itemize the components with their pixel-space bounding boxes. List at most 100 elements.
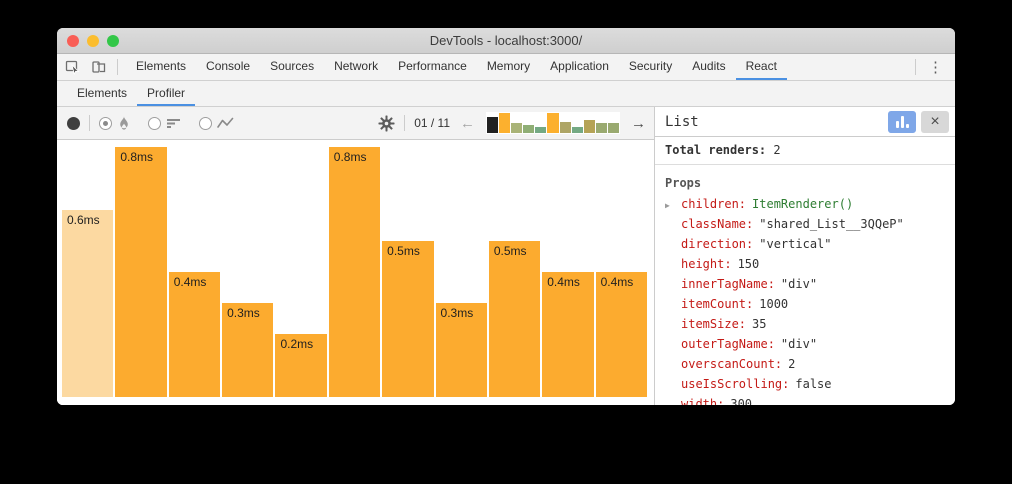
flame-icon [117, 115, 131, 131]
tab-console[interactable]: Console [206, 59, 251, 73]
settings-gear-icon[interactable] [378, 115, 395, 132]
interactions-radio[interactable] [199, 116, 212, 130]
minimap-snapshot-bar[interactable] [571, 127, 583, 133]
close-icon: × [930, 112, 940, 130]
view-mode-interactions[interactable] [199, 116, 234, 130]
commit-bar[interactable]: 0.4ms [168, 272, 221, 397]
minimap-snapshot-bar[interactable] [535, 127, 547, 133]
prop-value: 2 [788, 357, 796, 371]
close-window-button[interactable] [67, 34, 79, 47]
prop-key: className: [681, 217, 754, 231]
react-panel-tabbar: Elements Profiler [57, 81, 955, 107]
close-details-button[interactable]: × [921, 110, 949, 133]
toolbar-divider [117, 59, 118, 75]
devtools-tabs: Elements Console Sources Network Performance… [126, 54, 907, 80]
toolbar-divider [915, 59, 916, 75]
prop-value: "div" [780, 337, 818, 351]
expand-caret-icon[interactable]: ▶ [665, 201, 670, 210]
details-panel-header: List × [655, 107, 955, 137]
flamegraph-radio[interactable] [99, 116, 112, 130]
total-renders-value: 2 [766, 143, 781, 157]
prop-key: itemSize: [681, 317, 747, 331]
prop-row: outerTagName: "div" [665, 337, 945, 357]
tab-react[interactable]: React [735, 54, 787, 80]
prop-value: "div" [780, 277, 818, 291]
minimap-snapshot-bar[interactable] [559, 122, 571, 133]
snapshot-selector-minimap[interactable] [486, 112, 620, 134]
bar-duration-label: 0.4ms [600, 275, 634, 289]
prop-value: 35 [752, 317, 767, 331]
prop-row: overscanCount: 2 [665, 357, 945, 377]
tab-memory[interactable]: Memory [486, 59, 531, 73]
commit-bar[interactable]: 0.5ms [382, 241, 434, 397]
commit-bar[interactable]: 0.4ms [595, 272, 647, 397]
minimap-snapshot-bar[interactable] [607, 123, 620, 133]
tab-application[interactable]: Application [550, 59, 609, 73]
view-render-chart-button[interactable] [888, 110, 916, 133]
prop-value: "shared_List__3QQeP" [759, 217, 904, 231]
prop-row: innerTagName: "div" [665, 277, 945, 297]
zoom-window-button[interactable] [107, 34, 119, 47]
next-snapshot-arrow-icon[interactable]: → [631, 114, 646, 132]
commit-bar[interactable]: 0.3ms [435, 303, 487, 397]
minimap-snapshot-bar[interactable] [499, 113, 511, 133]
window-title: DevTools - localhost:3000/ [429, 33, 583, 48]
bar-duration-label: 0.6ms [67, 213, 100, 227]
tab-security[interactable]: Security [628, 59, 673, 73]
view-mode-flamegraph[interactable] [99, 115, 131, 131]
tab-performance[interactable]: Performance [398, 59, 467, 73]
bar-duration-label: 0.8ms [120, 150, 154, 164]
prop-row: className: "shared_List__3QQeP" [665, 217, 945, 237]
ranked-radio[interactable] [148, 116, 161, 130]
prop-value: "vertical" [759, 237, 832, 251]
commit-bar[interactable]: 0.5ms [488, 241, 541, 397]
minimap-snapshot-bar[interactable] [583, 120, 595, 133]
prop-key: useIsScrolling: [681, 377, 790, 391]
commit-bar[interactable]: 0.6ms [62, 210, 114, 397]
bar-duration-label: 0.3ms [440, 306, 474, 320]
prop-value: false [795, 377, 832, 391]
more-options-icon[interactable]: ⋮ [928, 58, 943, 76]
minimap-snapshot-bar[interactable] [547, 113, 559, 133]
previous-snapshot-arrow-icon[interactable]: ← [460, 114, 475, 132]
bar-duration-label: 0.5ms [387, 244, 420, 258]
minimap-snapshot-bar[interactable] [523, 125, 535, 133]
component-details-panel: List × Total renders: 2 Props ▶ children:… [655, 107, 955, 405]
react-tab-profiler[interactable]: Profiler [137, 81, 196, 106]
props-section: Props ▶ children: ItemRenderer() className:… [655, 165, 955, 405]
commit-bar[interactable]: 0.8ms [115, 147, 167, 397]
minimap-snapshot-bar[interactable] [487, 117, 499, 133]
prop-key: direction: [681, 237, 754, 251]
commit-bar[interactable]: 0.4ms [542, 272, 594, 397]
minimap-snapshot-bar[interactable] [511, 123, 523, 133]
tab-elements[interactable]: Elements [136, 59, 187, 73]
react-tab-elements[interactable]: Elements [77, 85, 128, 100]
minimap-snapshot-bar[interactable] [595, 123, 607, 133]
prop-row[interactable]: ▶ children: ItemRenderer() [665, 197, 945, 217]
commit-bar[interactable]: 0.3ms [222, 303, 274, 397]
props-heading: Props [665, 176, 702, 190]
commit-bar[interactable]: 0.8ms [328, 147, 381, 397]
total-renders-row: Total renders: 2 [655, 137, 955, 165]
ranked-chart-icon [166, 117, 182, 129]
minimize-window-button[interactable] [87, 34, 99, 47]
toolbar-divider [89, 115, 90, 131]
prop-key: outerTagName: [681, 337, 775, 351]
tab-sources[interactable]: Sources [270, 59, 315, 73]
prop-key: itemCount: [681, 297, 754, 311]
prop-row: height: 150 [665, 257, 945, 277]
record-button[interactable] [67, 116, 80, 130]
commit-bar[interactable]: 0.2ms [275, 334, 327, 397]
prop-key: children: [681, 197, 747, 211]
react-panel-tabs: Elements Profiler [67, 81, 955, 106]
tab-network[interactable]: Network [334, 59, 379, 73]
prop-value: ItemRenderer() [752, 197, 854, 211]
prop-key: height: [681, 257, 732, 271]
tab-audits[interactable]: Audits [692, 59, 726, 73]
props-list: ▶ children: ItemRenderer() className: "share… [665, 197, 945, 405]
prop-row: width: 300 [665, 397, 945, 405]
view-mode-ranked[interactable] [148, 116, 182, 130]
profiler-bar-chart: 0.6ms 0.8ms 0.4ms 0.3ms 0.2ms 0.8ms 0.5ms 0.3ms… [57, 140, 654, 405]
inspect-element-icon[interactable] [65, 59, 81, 75]
device-toolbar-icon[interactable] [91, 59, 107, 75]
